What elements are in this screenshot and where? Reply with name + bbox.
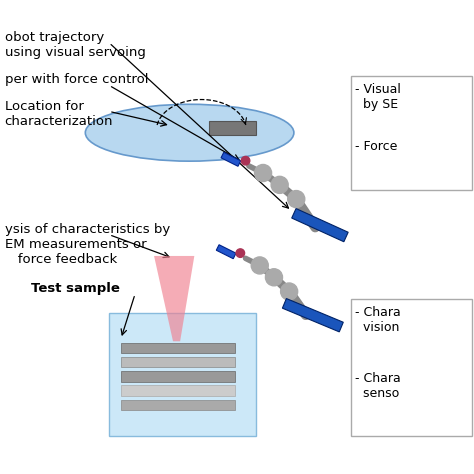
Bar [209,121,256,135]
Text: - Force: - Force [355,140,397,153]
Polygon shape [154,256,194,341]
Text: - Chara
  vision: - Chara vision [355,306,401,334]
Text: - Visual
  by SE: - Visual by SE [355,83,401,111]
Polygon shape [292,209,348,242]
Circle shape [288,191,305,208]
Bar [121,385,235,396]
Circle shape [236,249,245,257]
Text: obot trajectory
using visual servoing: obot trajectory using visual servoing [5,31,146,59]
Bar [109,313,256,436]
Bar [121,357,235,367]
Bar [121,400,235,410]
Bar [351,299,472,436]
Bar [121,371,235,382]
Text: Location for
characterization: Location for characterization [5,100,113,128]
Circle shape [281,283,298,300]
Circle shape [251,257,268,274]
Polygon shape [283,299,343,332]
Circle shape [265,269,283,286]
Text: - Chara
  senso: - Chara senso [355,372,401,400]
Ellipse shape [85,104,294,161]
Text: ysis of characteristics by
EM measurements or
   force feedback: ysis of characteristics by EM measuremen… [5,223,170,266]
Bar [351,76,472,190]
Text: Test sample: Test sample [31,282,119,295]
Circle shape [255,164,272,182]
Bar [121,343,235,353]
Circle shape [271,176,288,193]
Bar [216,245,236,259]
Bar [221,152,241,166]
Text: per with force control: per with force control [5,73,148,86]
Circle shape [241,156,250,165]
